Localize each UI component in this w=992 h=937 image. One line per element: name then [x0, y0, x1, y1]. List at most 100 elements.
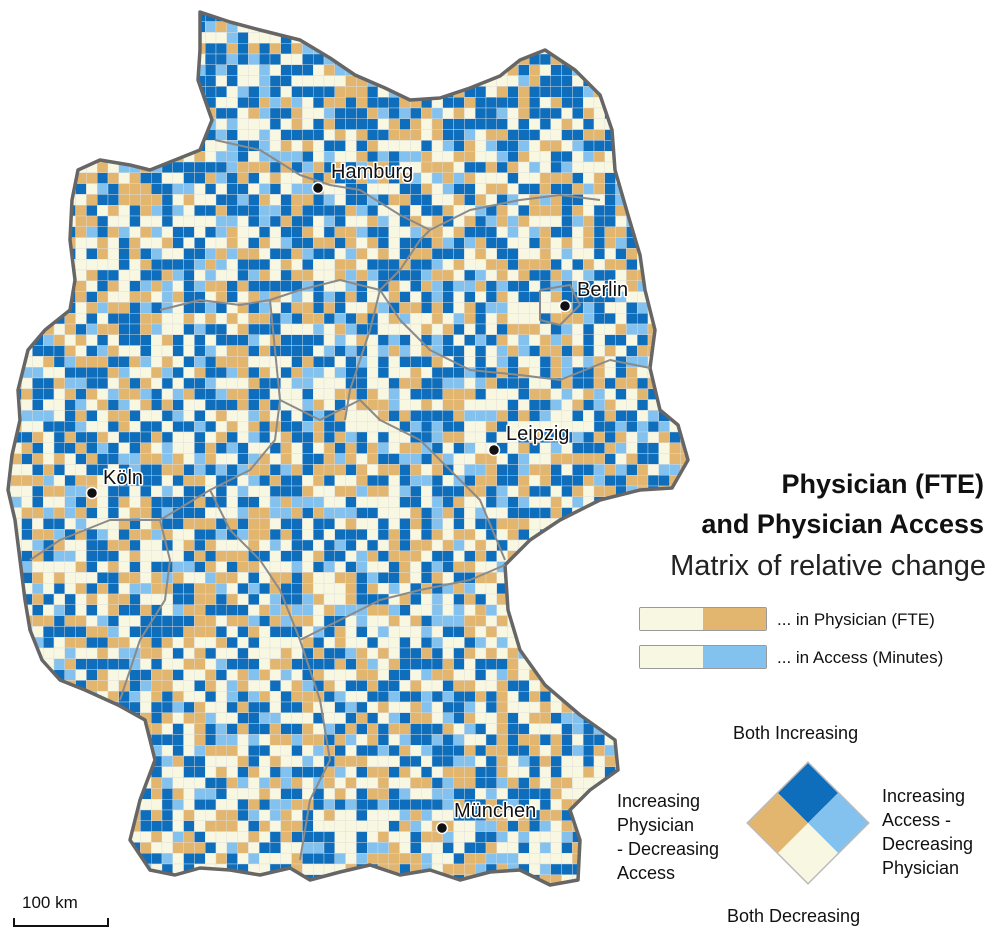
grid-cell [302, 755, 314, 768]
grid-cell [334, 572, 346, 584]
grid-cell [615, 388, 627, 400]
grid-cell [431, 421, 444, 433]
grid-cell [550, 831, 562, 843]
grid-cell [377, 691, 390, 703]
grid-cell [53, 12, 66, 22]
grid-cell [399, 183, 411, 195]
grid-cell [96, 388, 109, 400]
grid-cell [399, 755, 411, 768]
grid-cell [475, 64, 487, 76]
grid-cell [204, 75, 217, 87]
grid-cell [172, 583, 184, 595]
grid-cell [32, 183, 44, 195]
grid-cell [43, 53, 55, 66]
grid-cell [485, 388, 498, 400]
grid-cell [118, 259, 130, 271]
grid-cell [237, 194, 249, 206]
grid-cell [302, 842, 314, 854]
grid-cell [96, 529, 109, 541]
grid-cell [431, 615, 444, 627]
grid-cell [323, 215, 336, 228]
grid-cell [140, 539, 152, 552]
grid-cell [637, 302, 649, 314]
grid-cell [410, 820, 422, 832]
grid-cell [334, 421, 346, 433]
grid-cell [204, 507, 217, 519]
grid-cell [453, 712, 465, 724]
grid-cell [248, 345, 260, 357]
grid-cell [86, 604, 98, 616]
grid-cell [205, 0, 216, 11]
grid-cell [464, 701, 476, 714]
grid-cell [259, 842, 271, 854]
grid-cell [518, 755, 530, 768]
grid-cell [194, 539, 206, 552]
grid-cell [431, 723, 444, 735]
grid-cell [8, 183, 12, 195]
grid-cell [129, 626, 141, 638]
grid-cell [43, 64, 55, 76]
grid-cell [172, 734, 184, 746]
grid-cell [367, 680, 379, 692]
grid-cell [583, 53, 595, 66]
grid-cell [21, 129, 33, 141]
grid-cell [302, 118, 314, 130]
grid-cell [86, 723, 98, 735]
grid-cell [626, 377, 638, 390]
grid-cell [118, 539, 130, 552]
grid-cell [410, 626, 422, 638]
grid-cell [507, 12, 519, 22]
grid-cell [453, 518, 465, 530]
grid-cell [140, 43, 152, 55]
grid-cell [215, 637, 228, 649]
grid-cell [562, 886, 573, 897]
grid-cell [377, 96, 390, 109]
grid-cell [431, 388, 444, 400]
grid-cell [118, 226, 130, 238]
grid-cell [64, 334, 76, 346]
grid-cell [194, 475, 206, 487]
grid-cell [21, 431, 33, 444]
grid-cell [529, 140, 541, 152]
grid-cell [32, 248, 44, 260]
grid-cell [140, 204, 152, 217]
grid-cell [162, 886, 173, 897]
grid-cell [204, 194, 217, 206]
grid-cell [410, 604, 422, 616]
grid-cell [464, 280, 476, 292]
grid-cell [237, 367, 249, 379]
grid-cell [399, 53, 411, 66]
grid-cell [248, 475, 260, 487]
grid-cell [561, 550, 573, 562]
grid-cell [302, 0, 313, 11]
grid-cell [539, 21, 552, 33]
grid-cell [453, 766, 465, 778]
grid-cell [529, 593, 541, 606]
grid-cell [323, 507, 336, 519]
grid-cell [431, 485, 444, 498]
grid-cell [150, 172, 163, 184]
grid-cell [291, 755, 303, 768]
grid-cell [129, 64, 141, 76]
grid-cell [583, 161, 595, 174]
grid-cell [497, 886, 508, 897]
grid-cell [323, 842, 336, 854]
grid-cell [10, 215, 22, 228]
grid-cell [280, 701, 292, 714]
grid-cell [539, 464, 552, 476]
grid-cell [32, 442, 44, 454]
grid-cell [161, 140, 174, 152]
grid-cell [496, 280, 508, 292]
grid-cell [172, 410, 184, 422]
grid-cell [561, 820, 573, 832]
grid-cell [194, 0, 205, 11]
grid-cell [64, 863, 76, 876]
grid-cell [248, 53, 260, 66]
grid-cell [64, 453, 76, 465]
grid-cell [302, 507, 314, 519]
grid-cell [75, 431, 87, 444]
grid-cell [377, 669, 390, 681]
grid-cell [291, 572, 303, 584]
grid-cell [431, 107, 444, 120]
grid-cell [431, 377, 444, 390]
